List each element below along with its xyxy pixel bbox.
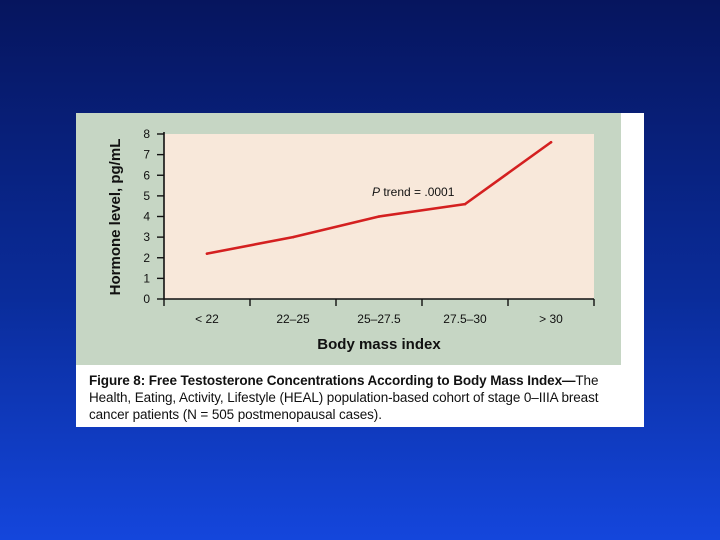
x-tick-label: > 30 (539, 312, 563, 326)
p-trend-annotation: P trend = .0001 (372, 185, 455, 199)
axes (163, 132, 594, 300)
y-tick-label: 8 (143, 127, 150, 141)
data-point (291, 235, 295, 239)
figure-card: 0 1 2 3 4 5 6 7 8 < 22 22–25 25–27.5 27.5–30 > 30 P … (76, 113, 644, 427)
y-tick-label: 0 (143, 292, 150, 306)
x-tick-label: 22–25 (276, 312, 310, 326)
x-tick-label: 25–27.5 (357, 312, 401, 326)
x-tick-label: 27.5–30 (443, 312, 487, 326)
y-tick-label: 2 (143, 251, 150, 265)
y-tick-label: 1 (143, 271, 150, 285)
caption-figure-label: Figure 8: Free Testosterone Concentratio… (89, 373, 576, 388)
data-point (377, 215, 381, 218)
data-point (463, 202, 467, 206)
y-tick-label: 7 (143, 148, 150, 162)
x-ticks: < 22 22–25 25–27.5 27.5–30 > 30 (163, 299, 595, 326)
line-chart: 0 1 2 3 4 5 6 7 8 < 22 22–25 25–27.5 27.5–30 > 30 P … (107, 127, 595, 353)
data-point (549, 140, 553, 144)
y-tick-label: 6 (143, 168, 150, 182)
y-tick-label: 3 (143, 230, 150, 244)
p-trend-italic: P (372, 185, 380, 199)
y-tick-label: 4 (143, 210, 150, 224)
y-ticks: 0 1 2 3 4 5 6 7 8 (143, 127, 164, 306)
y-axis-title: Hormone level, pg/mL (107, 139, 124, 296)
y-tick-label: 5 (143, 189, 150, 203)
figure-caption: Figure 8: Free Testosterone Concentratio… (89, 372, 629, 423)
x-axis-title: Body mass index (317, 336, 441, 353)
data-point (205, 252, 209, 255)
x-tick-label: < 22 (195, 312, 219, 326)
caption-body: The Health, Eating, Activity, Lifestyle … (89, 373, 599, 422)
p-trend-text: trend = .0001 (380, 185, 455, 199)
series-group (205, 140, 553, 255)
chart-panel: 0 1 2 3 4 5 6 7 8 < 22 22–25 25–27.5 27.5–30 > 30 P … (76, 113, 621, 365)
